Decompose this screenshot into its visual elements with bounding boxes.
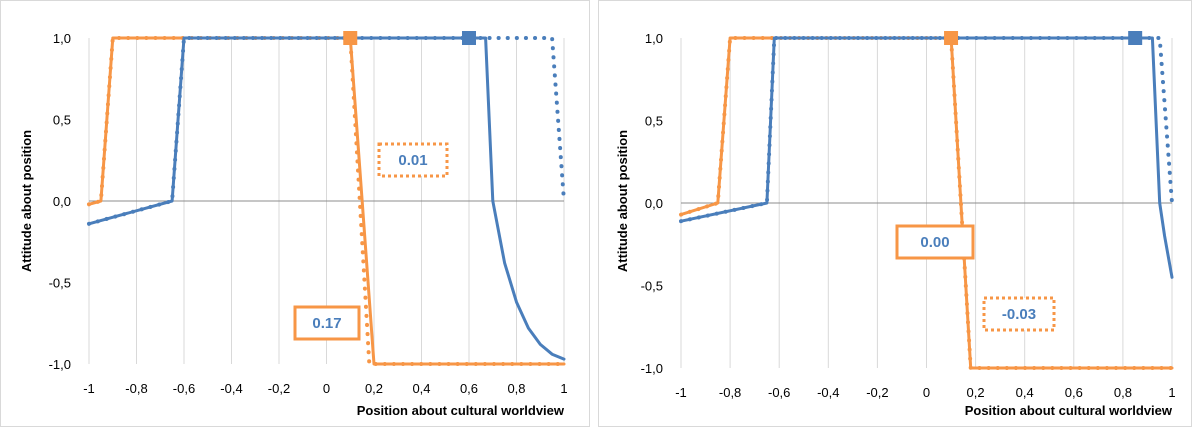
annotation-label: -0.03 xyxy=(1002,306,1036,323)
x-tick-label: 0,2 xyxy=(967,385,985,400)
y-tick-label: 1,0 xyxy=(645,31,663,46)
marker-orange xyxy=(343,31,358,45)
y-axis-title: Attitude about position xyxy=(615,130,630,272)
marker-blue xyxy=(462,31,476,45)
x-tick-label: 0,4 xyxy=(412,381,430,396)
marker-blue xyxy=(1128,31,1143,45)
series-blue-solid xyxy=(679,36,1174,279)
annotation-label: 0.00 xyxy=(920,234,949,251)
x-tick-label: 0,4 xyxy=(1016,385,1034,400)
y-tick-label: 0,0 xyxy=(645,196,663,211)
x-tick-label: 1 xyxy=(1168,385,1175,400)
marker-orange xyxy=(944,31,959,45)
x-tick-label: 1 xyxy=(560,381,567,396)
y-tick-label: 0,5 xyxy=(645,114,663,129)
series-blue-solid xyxy=(87,36,566,361)
x-tick-label: 0,6 xyxy=(1065,385,1083,400)
x-tick-label: 0,2 xyxy=(365,381,383,396)
x-tick-label: -0,6 xyxy=(173,381,195,396)
series-orange-dotted xyxy=(87,36,566,366)
x-tick-label: -0,2 xyxy=(268,381,290,396)
annotation-box-solid xyxy=(293,305,361,341)
x-tick-label: 0,8 xyxy=(1114,385,1132,400)
y-tick-label: 0,0 xyxy=(53,194,71,209)
y-tick-label: -1,0 xyxy=(49,357,71,372)
annotation-box-dotted xyxy=(982,296,1056,332)
x-tick-label: 0 xyxy=(923,385,930,400)
annotation-box-dotted xyxy=(377,142,449,178)
chart-left: -1 -0,8 -0,6 -0,4 -0,2 0 0,2 0,4 0,6 0,8 1 1,0 0,5 0,… xyxy=(19,31,568,418)
x-tick-label: 0 xyxy=(323,381,330,396)
x-tick-label: -0,6 xyxy=(768,385,790,400)
x-tick-label: -0,8 xyxy=(719,385,741,400)
x-tick-label: -0,4 xyxy=(220,381,242,396)
x-axis-title: Position about cultural worldview xyxy=(965,403,1173,418)
chart-right: -1 -0,8 -0,6 -0,4 -0,2 0 0,2 0,4 0,6 0,8 1 1,0 0,5 0,… xyxy=(615,31,1176,418)
x-tick-label: -1 xyxy=(83,381,95,396)
x-tick-label: -1 xyxy=(675,385,687,400)
x-axis-title: Position about cultural worldview xyxy=(357,403,565,418)
chart-panel-right: -1 -0,8 -0,6 -0,4 -0,2 0 0,2 0,4 0,6 0,8 1 1,0 0,5 0,… xyxy=(598,0,1192,427)
y-tick-label: 1,0 xyxy=(53,31,71,46)
y-tick-label: 0,5 xyxy=(53,113,71,128)
chart-panel-left: -1 -0,8 -0,6 -0,4 -0,2 0 0,2 0,4 0,6 0,8 1 1,0 0,5 0,… xyxy=(0,0,590,427)
x-tick-label: -0,4 xyxy=(817,385,839,400)
y-axis-title: Attitude about position xyxy=(19,130,34,272)
y-tick-label: -1,0 xyxy=(641,361,663,376)
y-tick-label: -0,5 xyxy=(49,276,71,291)
x-tick-label: -0,8 xyxy=(125,381,147,396)
x-tick-label: 0,8 xyxy=(507,381,525,396)
annotation-box-solid xyxy=(895,224,975,260)
x-tick-label: 0,6 xyxy=(460,381,478,396)
y-tick-label: -0,5 xyxy=(641,279,663,294)
annotation-label: 0.17 xyxy=(312,315,341,332)
x-tick-label: -0,2 xyxy=(866,385,888,400)
annotation-label: 0.01 xyxy=(398,152,427,169)
series-blue-dotted xyxy=(679,36,1174,224)
series-blue-dotted xyxy=(87,36,566,226)
